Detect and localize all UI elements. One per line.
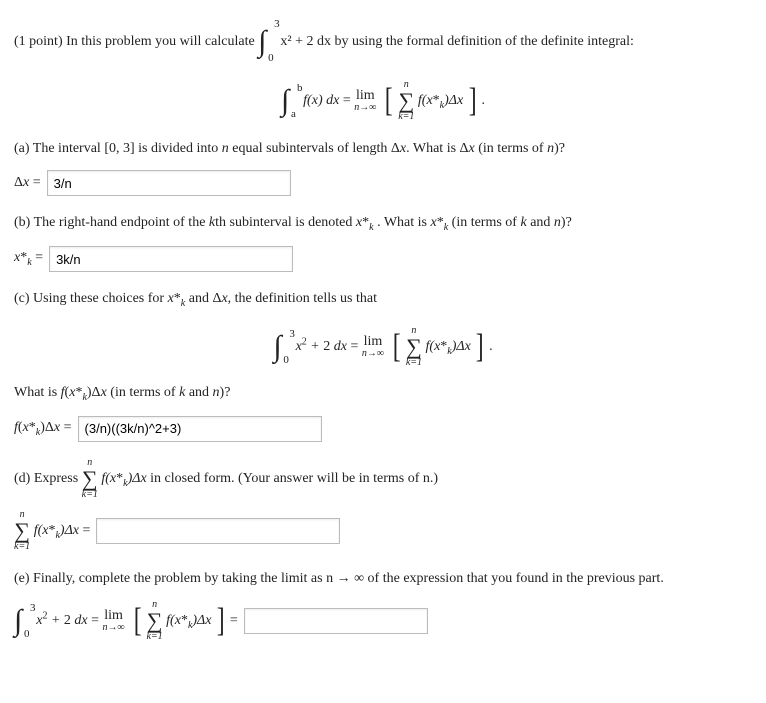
part-e-text: (e) Finally, complete the problem by tak… (14, 568, 752, 590)
part-b-label: x*k = (14, 250, 43, 268)
part-e-input[interactable] (244, 608, 428, 634)
part-c-text: (c) Using these choices for x*k and Δx, … (14, 288, 752, 312)
part-c-label: f(x*k)Δx = (14, 420, 72, 438)
part-b-input[interactable] (49, 246, 293, 272)
part-e-input-row: ∫ 3 0 x2 + 2 dx = lim n→∞ [ n ∑ k=1 f(x*… (14, 600, 752, 642)
intro-text1: In this problem you will calculate (66, 34, 258, 49)
points-label: (1 point) (14, 34, 63, 49)
intro-integral: ∫ 3 0 (258, 18, 266, 66)
intro-text2: by using the formal definition of the de… (334, 34, 633, 49)
part-b-text: (b) The right-hand endpoint of the kth s… (14, 212, 752, 236)
part-d-input[interactable] (96, 518, 340, 544)
part-a-text: (a) The interval [0, 3] is divided into … (14, 138, 752, 160)
part-a-label: Δx = (14, 175, 41, 191)
intro-integrand: x² + 2 dx (280, 34, 331, 49)
part-a-input-row: Δx = (14, 170, 752, 196)
intro-line: (1 point) In this problem you will calcu… (14, 18, 752, 66)
definition-formula: ∫ b a f(x) dx = lim n→∞ [ n ∑ k=1 f(x*k)… (14, 80, 752, 122)
part-d-input-row: n ∑ k=1 f(x*k)Δx = (14, 510, 752, 552)
part-c-input-row: f(x*k)Δx = (14, 416, 752, 442)
part-b-input-row: x*k = (14, 246, 752, 272)
part-d-text: (d) Express n ∑ k=1 f(x*k)Δx in closed f… (14, 458, 752, 500)
part-d-label: n ∑ k=1 f(x*k)Δx = (14, 510, 90, 552)
part-c-formula: ∫ 3 0 x2 + 2 dx = lim n→∞ [ n ∑ k=1 f(x*… (14, 326, 752, 368)
part-c-question: What is f(x*k)Δx (in terms of k and n)? (14, 382, 752, 406)
part-a-input[interactable] (47, 170, 291, 196)
part-c-input[interactable] (78, 416, 322, 442)
part-e-label: ∫ 3 0 x2 + 2 dx = lim n→∞ [ n ∑ k=1 f(x*… (14, 600, 238, 642)
